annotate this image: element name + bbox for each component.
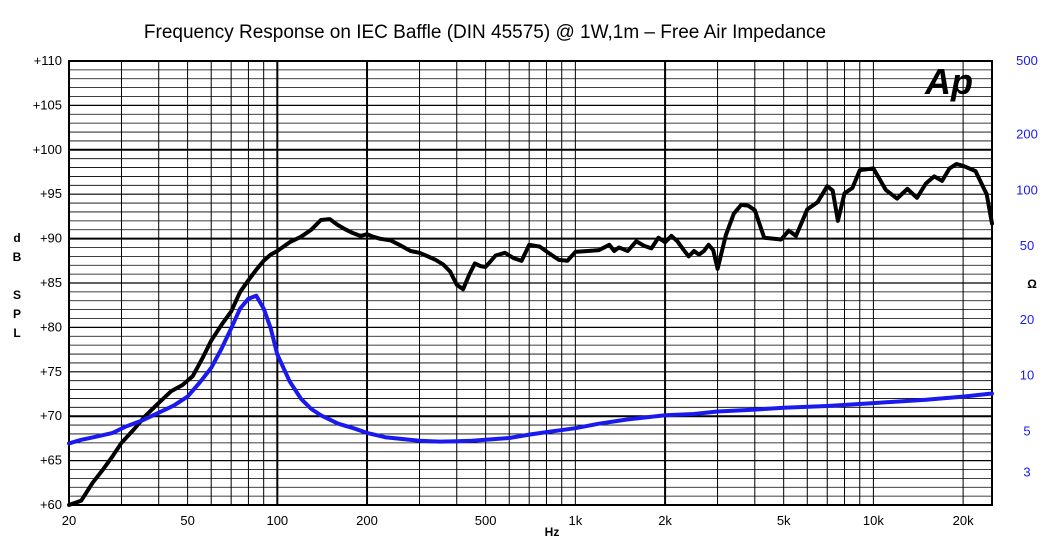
x-tick-label: 2k — [658, 513, 672, 528]
y-tick-label-right: 5 — [1023, 423, 1030, 438]
y-tick-label-left: +90 — [40, 231, 62, 246]
y-axis-label-left: dB SPL — [13, 231, 22, 340]
y-axis-label-letter: P — [13, 307, 21, 321]
y-axis-label-letter: d — [13, 231, 20, 245]
x-tick-label: 20k — [953, 513, 974, 528]
x-tick-label: 1k — [568, 513, 582, 528]
y-tick-label-left: +60 — [40, 497, 62, 512]
y-tick-label-left: +70 — [40, 408, 62, 423]
x-tick-labels: 20 50 100 200 500 1k 2k 5k 10k 20k — [62, 513, 974, 528]
y-tick-label-right: 200 — [1016, 127, 1038, 142]
x-axis-label: Hz — [545, 525, 560, 539]
y-tick-label-left: +105 — [33, 97, 62, 112]
x-tick-label: 500 — [475, 513, 497, 528]
x-tick-label: 50 — [180, 513, 194, 528]
y-tick-label-right: 20 — [1020, 312, 1034, 327]
y-axis-label-letter: L — [13, 326, 20, 340]
x-tick-label: 20 — [62, 513, 76, 528]
y-tick-label-right: 50 — [1020, 238, 1034, 253]
y-axis-label-letter: B — [13, 250, 22, 264]
y-axis-label-right: Ω — [1027, 277, 1037, 291]
x-tick-label: 200 — [356, 513, 378, 528]
impedance-curve — [67, 293, 994, 446]
x-tick-label: 100 — [266, 513, 288, 528]
y-tick-label-left: +95 — [40, 186, 62, 201]
y-tick-label-right: 500 — [1016, 53, 1038, 68]
y-tick-label-left: +80 — [40, 319, 62, 334]
left-tick-labels: +110 +105 +100 +95 +90 +85 +80 +75 +70 +65 +60 — [33, 53, 62, 512]
x-tick-label: 5k — [777, 513, 791, 528]
chart-title: Frequency Response on IEC Baffle (DIN 45… — [144, 22, 826, 43]
x-tick-label: 10k — [863, 513, 884, 528]
spl-curve — [67, 162, 994, 507]
y-tick-label-left: +75 — [40, 364, 62, 379]
minor-gridlines — [69, 61, 992, 505]
plot-frame — [68, 60, 993, 506]
y-tick-label-left: +65 — [40, 453, 62, 468]
major-gridlines — [69, 61, 992, 505]
y-axis-label-letter: S — [13, 288, 21, 302]
ap-logo: Ap — [924, 61, 973, 102]
right-tick-labels: 500 200 100 50 20 10 5 3 — [1016, 53, 1038, 479]
y-tick-label-left: +85 — [40, 275, 62, 290]
y-tick-label-right: 10 — [1020, 368, 1034, 383]
y-tick-label-left: +100 — [33, 142, 62, 157]
y-tick-label-right: 100 — [1016, 182, 1038, 197]
y-tick-label-right: 3 — [1023, 464, 1030, 479]
series-layer — [67, 162, 994, 507]
y-tick-label-left: +110 — [34, 53, 62, 68]
